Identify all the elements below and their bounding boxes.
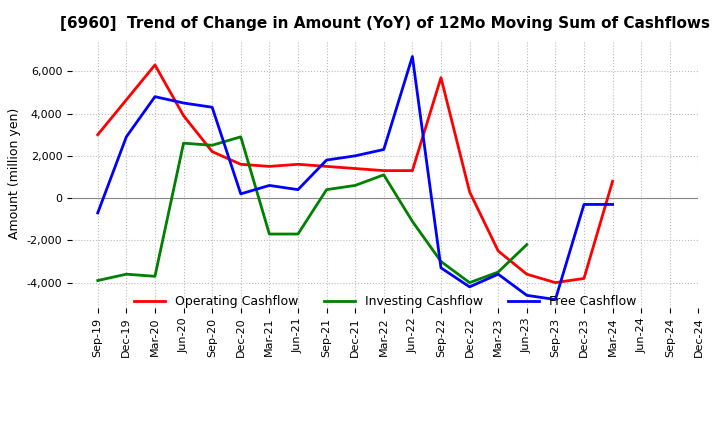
Operating Cashflow xyxy=(551,280,559,285)
Free Cashflow xyxy=(494,271,503,277)
Investing Cashflow xyxy=(236,134,245,139)
Free Cashflow xyxy=(265,183,274,188)
Free Cashflow xyxy=(294,187,302,192)
Line: Investing Cashflow: Investing Cashflow xyxy=(98,137,527,282)
Free Cashflow xyxy=(208,105,217,110)
Free Cashflow xyxy=(150,94,159,99)
Free Cashflow xyxy=(408,54,417,59)
Operating Cashflow xyxy=(265,164,274,169)
Legend: Operating Cashflow, Investing Cashflow, Free Cashflow: Operating Cashflow, Investing Cashflow, … xyxy=(129,290,642,313)
Free Cashflow xyxy=(122,134,130,139)
Y-axis label: Amount (million yen): Amount (million yen) xyxy=(8,108,21,239)
Investing Cashflow xyxy=(208,143,217,148)
Free Cashflow xyxy=(94,210,102,216)
Investing Cashflow xyxy=(408,219,417,224)
Free Cashflow xyxy=(179,100,188,106)
Investing Cashflow xyxy=(351,183,359,188)
Investing Cashflow xyxy=(465,280,474,285)
Investing Cashflow xyxy=(179,140,188,146)
Operating Cashflow xyxy=(94,132,102,137)
Operating Cashflow xyxy=(494,248,503,253)
Investing Cashflow xyxy=(323,187,331,192)
Operating Cashflow xyxy=(150,62,159,68)
Investing Cashflow xyxy=(379,172,388,177)
Operating Cashflow xyxy=(208,149,217,154)
Investing Cashflow xyxy=(494,269,503,275)
Line: Free Cashflow: Free Cashflow xyxy=(98,56,613,300)
Investing Cashflow xyxy=(436,259,445,264)
Operating Cashflow xyxy=(379,168,388,173)
Free Cashflow xyxy=(379,147,388,152)
Operating Cashflow xyxy=(580,276,588,281)
Free Cashflow xyxy=(236,191,245,197)
Operating Cashflow xyxy=(465,189,474,194)
Investing Cashflow xyxy=(150,274,159,279)
Operating Cashflow xyxy=(236,161,245,167)
Operating Cashflow xyxy=(323,164,331,169)
Title: [6960]  Trend of Change in Amount (YoY) of 12Mo Moving Sum of Cashflows: [6960] Trend of Change in Amount (YoY) o… xyxy=(60,16,710,32)
Operating Cashflow xyxy=(179,113,188,118)
Line: Operating Cashflow: Operating Cashflow xyxy=(98,65,613,282)
Free Cashflow xyxy=(351,153,359,158)
Free Cashflow xyxy=(436,265,445,271)
Investing Cashflow xyxy=(265,231,274,237)
Investing Cashflow xyxy=(94,278,102,283)
Free Cashflow xyxy=(465,284,474,290)
Operating Cashflow xyxy=(294,161,302,167)
Free Cashflow xyxy=(551,297,559,302)
Free Cashflow xyxy=(608,202,617,207)
Investing Cashflow xyxy=(523,242,531,247)
Free Cashflow xyxy=(323,158,331,163)
Operating Cashflow xyxy=(608,179,617,184)
Free Cashflow xyxy=(580,202,588,207)
Investing Cashflow xyxy=(122,271,130,277)
Operating Cashflow xyxy=(523,271,531,277)
Operating Cashflow xyxy=(408,168,417,173)
Operating Cashflow xyxy=(436,75,445,80)
Investing Cashflow xyxy=(294,231,302,237)
Free Cashflow xyxy=(523,293,531,298)
Operating Cashflow xyxy=(351,166,359,171)
